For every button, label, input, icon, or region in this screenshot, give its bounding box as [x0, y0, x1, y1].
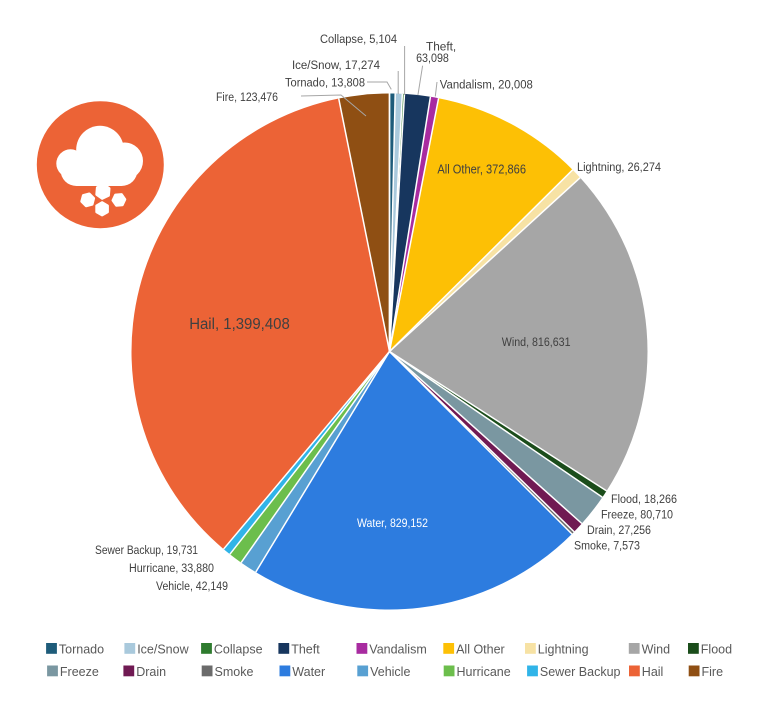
svg-text:Freeze: Freeze	[60, 665, 99, 679]
svg-text:Flood: Flood	[701, 643, 732, 657]
svg-text:Drain, 27,256: Drain, 27,256	[587, 523, 651, 537]
svg-text:Sewer Backup: Sewer Backup	[540, 665, 621, 679]
svg-text:Tornado: Tornado	[59, 643, 104, 657]
svg-text:Fire: Fire	[702, 665, 724, 679]
svg-text:Smoke, 7,573: Smoke, 7,573	[574, 539, 640, 553]
svg-text:Drain: Drain	[136, 665, 166, 679]
svg-text:Hail, 1,399,408: Hail, 1,399,408	[189, 316, 290, 333]
svg-text:Sewer Backup, 19,731: Sewer Backup, 19,731	[95, 543, 198, 557]
svg-text:Theft,: Theft,	[426, 40, 456, 54]
svg-text:Vehicle: Vehicle	[370, 665, 410, 679]
svg-text:All Other, 372,866: All Other, 372,866	[437, 161, 526, 176]
svg-text:Smoke: Smoke	[215, 665, 254, 679]
svg-text:Collapse: Collapse	[214, 643, 263, 657]
svg-text:Ice/Snow, 17,274: Ice/Snow, 17,274	[292, 58, 380, 72]
svg-text:All Other: All Other	[456, 643, 505, 657]
svg-text:Lightning, 26,274: Lightning, 26,274	[577, 160, 661, 174]
svg-text:Vandalism, 20,008: Vandalism, 20,008	[440, 78, 533, 92]
svg-text:Wind: Wind	[642, 643, 671, 657]
svg-text:63,098: 63,098	[416, 51, 449, 65]
svg-text:Ice/Snow: Ice/Snow	[137, 643, 189, 657]
svg-text:Hurricane: Hurricane	[457, 665, 511, 679]
svg-text:Hurricane, 33,880: Hurricane, 33,880	[129, 561, 214, 575]
svg-text:Vehicle, 42,149: Vehicle, 42,149	[156, 579, 228, 593]
svg-text:Vandalism: Vandalism	[369, 643, 426, 657]
svg-text:Freeze, 80,710: Freeze, 80,710	[601, 508, 673, 522]
svg-text:Theft: Theft	[291, 643, 320, 657]
svg-text:Collapse, 5,104: Collapse, 5,104	[320, 32, 397, 46]
svg-text:Wind, 816,631: Wind, 816,631	[502, 335, 571, 349]
svg-text:Lightning: Lightning	[538, 643, 589, 657]
svg-text:Flood, 18,266: Flood, 18,266	[611, 492, 677, 506]
svg-text:Hail: Hail	[642, 665, 664, 679]
svg-text:Tornado, 13,808: Tornado, 13,808	[285, 76, 365, 90]
svg-text:Water, 829,152: Water, 829,152	[357, 516, 428, 530]
svg-text:Water: Water	[292, 665, 325, 679]
svg-text:Fire, 123,476: Fire, 123,476	[216, 90, 278, 104]
